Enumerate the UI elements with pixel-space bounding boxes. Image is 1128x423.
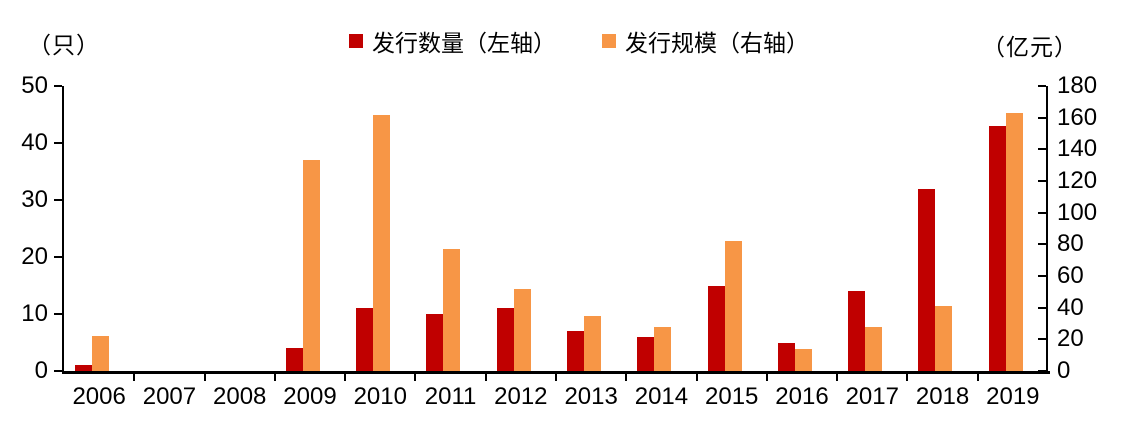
legend-label-issuance-scale: 发行规模（右轴） [625,31,809,56]
right-axis-unit-label: （亿元） [982,35,1078,60]
issuance-count-bar-2018 [918,188,936,371]
issuance-scale-bar-2011 [443,249,461,371]
right-axis-tick-mark [1038,370,1046,372]
left-axis-tick-mark [54,370,62,372]
x-axis-tick-mark [344,371,347,381]
right-axis-tick-label: 140 [1057,135,1098,163]
issuance-count-bar-2009 [285,348,303,371]
legend-label-issuance-count: 发行数量（左轴） [372,31,556,56]
year-label-2009: 2009 [283,383,337,410]
issuance-count-bar-2019 [988,125,1006,371]
issuance-scale-bar-2014 [654,326,672,371]
x-axis-tick-mark [203,371,206,381]
year-label-2012: 2012 [494,383,548,410]
x-axis-tick-mark [695,371,698,381]
issuance-scale-bar-2009 [302,160,320,371]
legend-item-issuance-scale: 发行规模（右轴） [602,24,809,58]
left-axis-unit-label: （只） [28,33,100,58]
right-axis-tick-mark [1038,243,1046,246]
issuance-scale-bar-2012 [513,288,531,371]
left-axis-tick-label: 0 [34,357,48,384]
year-label-2011: 2011 [424,383,477,410]
issuance-scale-bar-2013 [584,315,601,371]
x-axis-tick-mark [414,371,417,381]
x-axis-tick-mark [484,371,487,381]
left-axis-tick-mark [54,85,62,87]
year-label-2018: 2018 [915,383,970,410]
issuance-count-bar-2011 [426,314,444,371]
issuance-scale-bar-2015 [724,241,742,371]
left-axis-tick-label: 50 [21,72,48,99]
year-label-2006: 2006 [72,383,126,410]
right-axis-tick-mark [1038,180,1046,182]
x-axis-tick-mark [836,371,839,381]
issuance-count-bar-2014 [637,336,655,371]
year-label-2008: 2008 [213,383,267,410]
year-label-2013: 2013 [564,383,618,410]
x-axis-tick-mark [906,371,909,381]
issuance-scale-bar-2018 [935,306,953,371]
x-axis-tick-mark [976,371,979,381]
right-axis-tick-label: 40 [1057,293,1084,321]
right-axis-tick-label: 160 [1057,103,1098,131]
issuance-scale-bar-2010 [373,114,391,371]
left-axis-tick-mark [54,199,62,201]
left-axis-tick-label: 30 [21,186,48,213]
issuance-count-legend-swatch-icon [349,34,363,48]
issuance-scale-bar-2016 [794,348,812,371]
chart-legend: 发行数量（左轴） 发行规模（右轴） [0,24,1128,58]
right-axis-tick-mark [1038,116,1046,119]
left-axis-line [62,86,64,373]
right-axis-tick-mark [1038,275,1046,277]
issuance-scale-legend-swatch-icon [602,34,616,48]
year-label-2010: 2010 [353,383,407,410]
issuance-scale-bar-2019 [1005,112,1023,371]
x-axis-tick-mark [765,371,768,381]
left-axis-tick-label: 20 [21,243,48,270]
issuance-scale-bar-2017 [865,326,883,371]
right-axis-tick-mark [1038,306,1046,309]
legend-item-issuance-count: 发行数量（左轴） [349,24,556,58]
right-axis-tick-mark [1038,148,1046,151]
right-axis-tick-label: 100 [1057,198,1098,226]
right-axis-tick-mark [1038,85,1046,87]
left-axis-tick-label: 10 [21,300,48,327]
left-axis-tick-mark [54,142,62,144]
left-axis-tick-mark [54,256,62,258]
issuance-count-bar-2016 [777,342,795,371]
year-label-2017: 2017 [845,383,899,410]
issuance-count-bar-2012 [496,308,514,371]
x-axis-tick-mark [625,371,628,381]
left-axis-tick-label: 40 [21,129,48,156]
right-axis-tick-label: 80 [1057,230,1084,258]
issuance-count-bar-2006 [75,365,92,371]
year-label-2019: 2019 [986,383,1040,410]
right-axis-tick-mark [1038,338,1046,341]
x-axis-tick-mark [273,371,276,381]
right-axis-tick-label: 20 [1057,325,1084,353]
right-axis-line [1046,86,1048,373]
right-axis-tick-label: 0 [1057,357,1071,384]
issuance-count-bar-2017 [848,291,866,371]
x-axis-tick-mark [133,371,136,381]
right-axis-tick-label: 180 [1057,72,1098,99]
issuance-count-bar-2013 [567,331,584,371]
x-axis-tick-mark [555,371,557,381]
year-label-2007: 2007 [142,383,197,410]
right-axis-tick-label: 120 [1057,167,1098,194]
year-label-2015: 2015 [705,383,759,410]
right-axis-tick-mark [1038,211,1046,214]
left-axis-tick-mark [54,313,62,315]
issuance-scale-bar-2006 [92,336,109,371]
issuance-count-bar-2015 [707,285,725,371]
issuance-count-bar-2010 [356,308,374,371]
year-label-2014: 2014 [634,383,689,410]
year-label-2016: 2016 [775,383,829,410]
right-axis-tick-label: 60 [1057,262,1084,289]
